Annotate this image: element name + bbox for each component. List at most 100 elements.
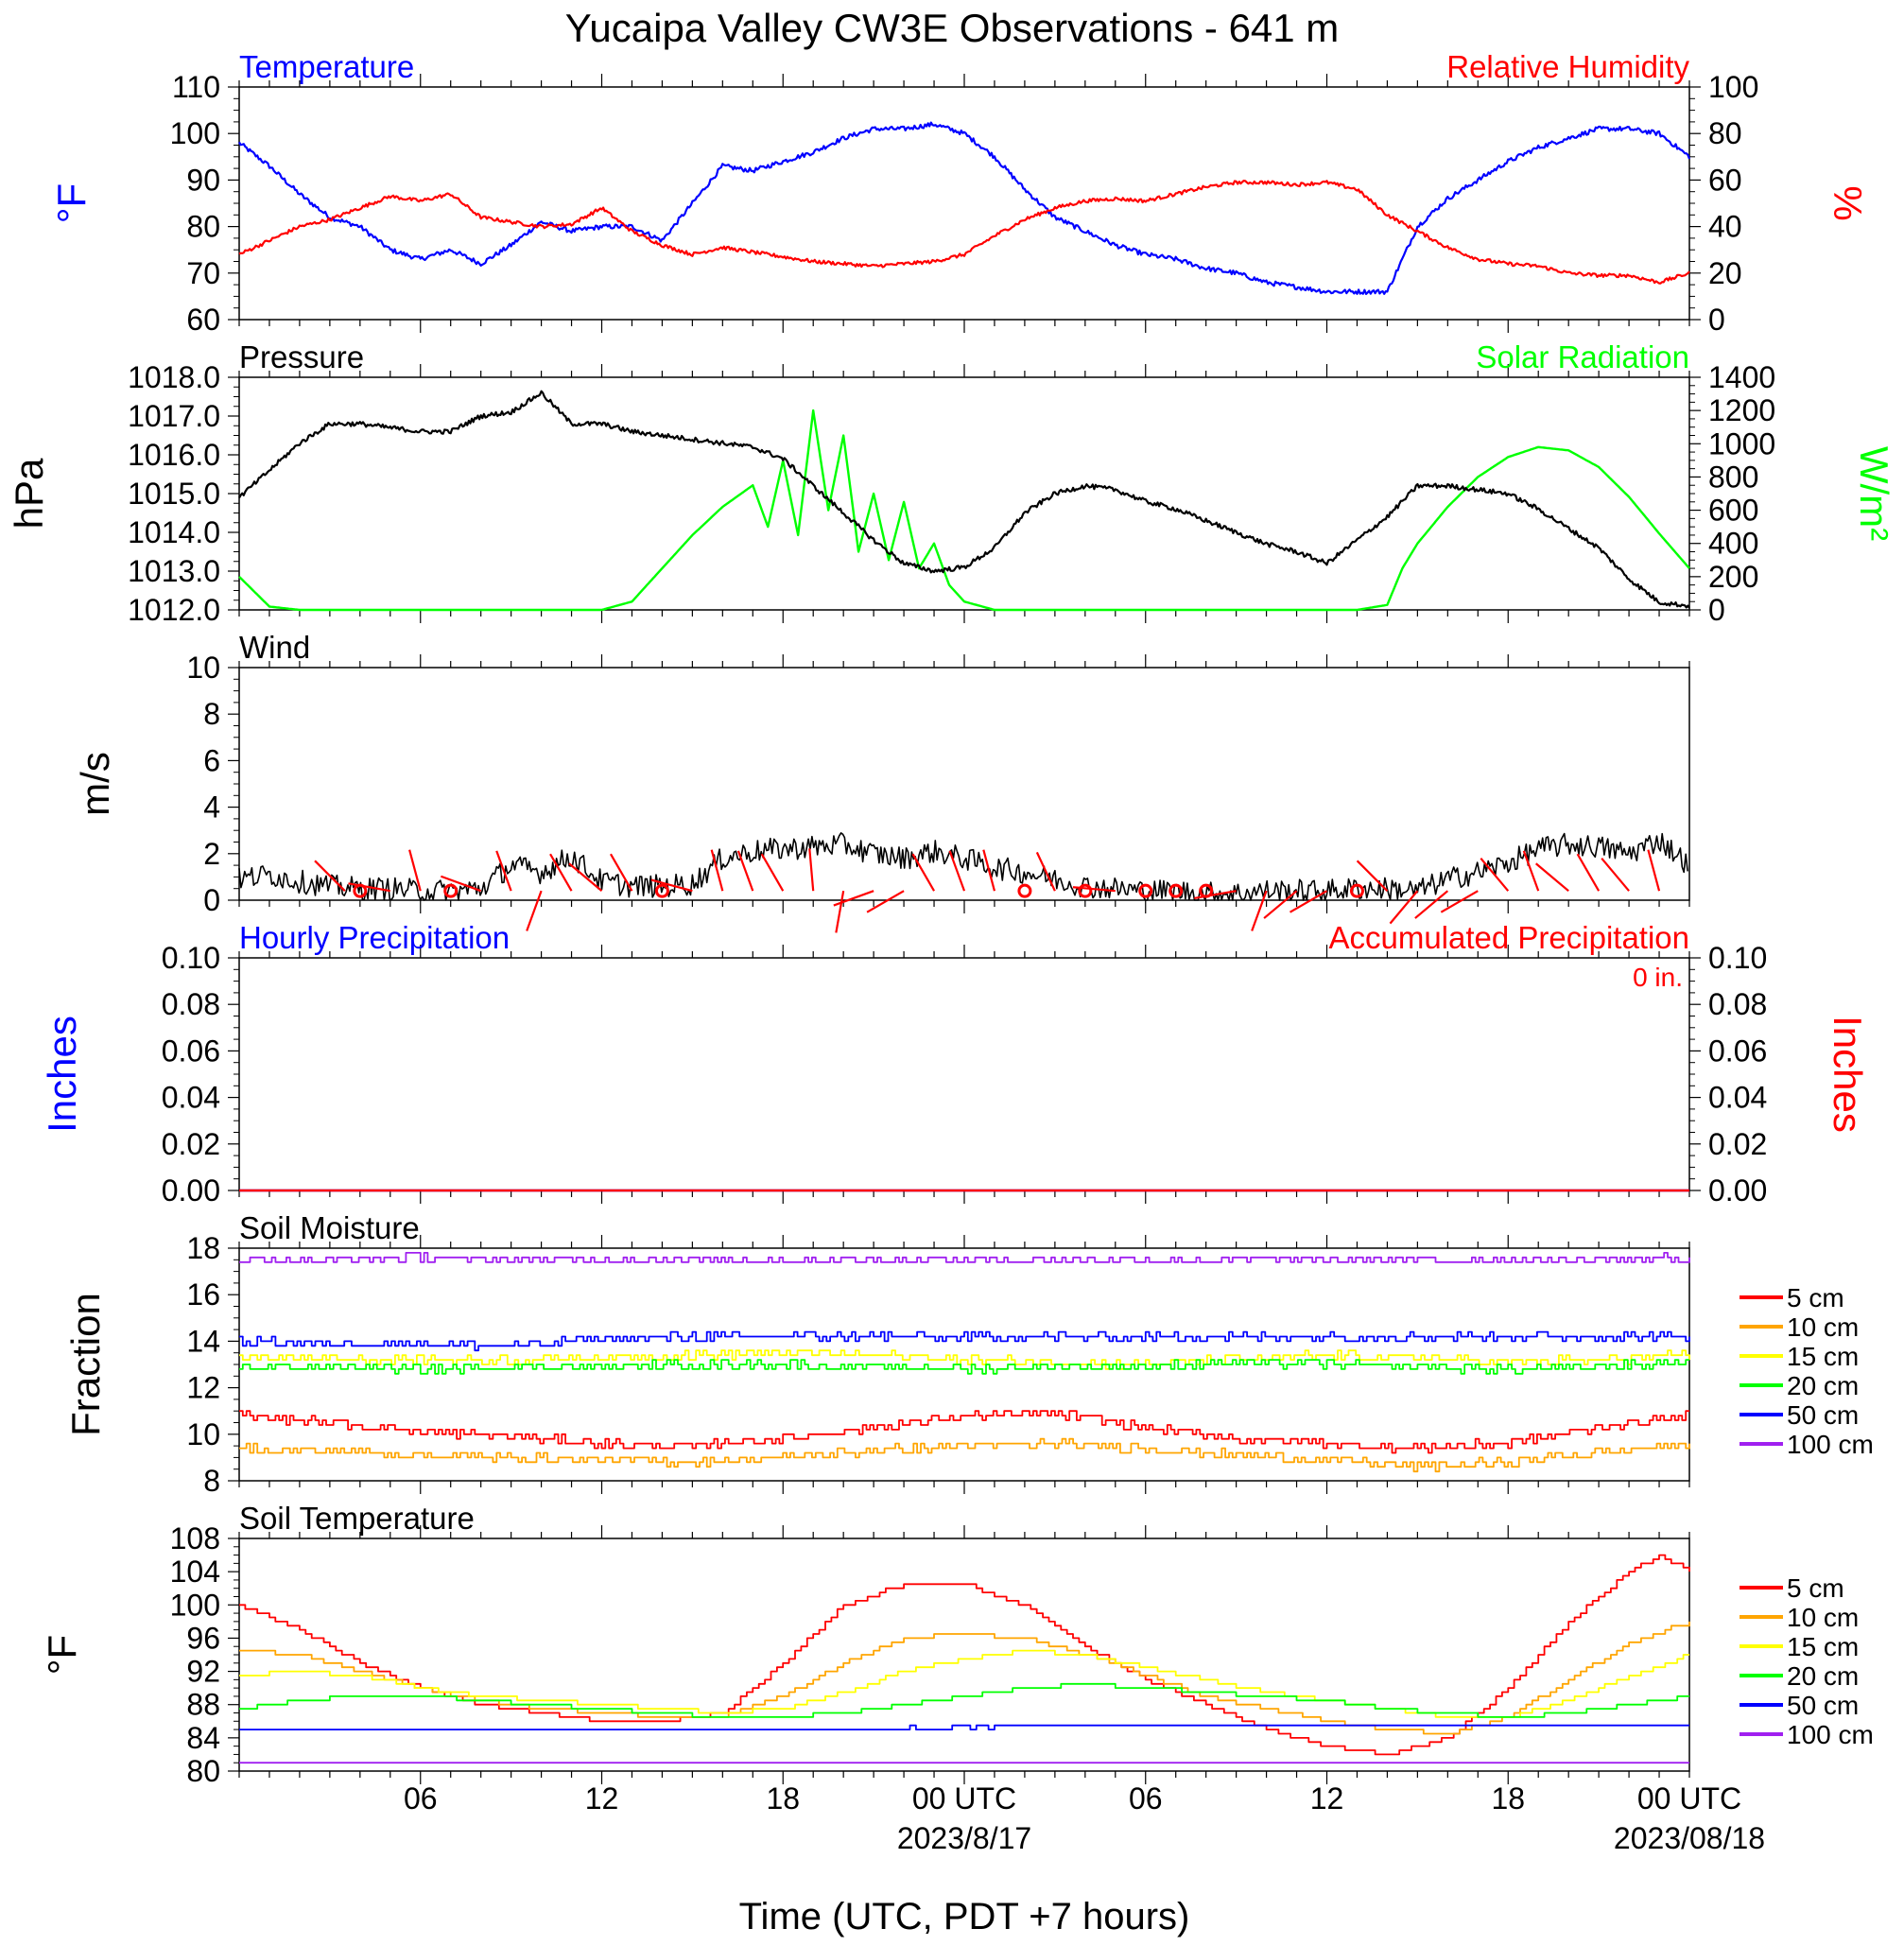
y-tick-label: 80: [1708, 116, 1742, 150]
series-temperature: [238, 121, 1691, 295]
wind-barb: [1522, 850, 1540, 892]
y-tick-label: 100: [1708, 70, 1758, 104]
y-tick-label: 12: [186, 1371, 220, 1405]
legend-label: 50 cm: [1787, 1691, 1859, 1720]
panel-temp-rh: Temperature Relative Humidity 60 70 80 90 100 1…: [49, 49, 1870, 337]
wind-barb: [549, 853, 573, 892]
y-tick-label: 100: [170, 116, 220, 150]
y-tick-label: 40: [1708, 210, 1742, 244]
y-tick-label: 1018.0: [128, 360, 220, 394]
y-tick-label: 1014.0: [128, 515, 220, 549]
wind-barb: [736, 850, 754, 892]
y-tick-label: 1000: [1708, 426, 1775, 460]
y-tick-label: 8: [203, 697, 220, 731]
x-tick-label: 00 UTC: [912, 1781, 1016, 1816]
y-tick-label: 0.06: [1708, 1034, 1767, 1068]
y-tick-label: 0.10: [162, 941, 220, 975]
series-5-cm: [239, 1554, 1690, 1756]
legend-label: 20 cm: [1787, 1371, 1859, 1400]
accumulated-precip-annotation: 0 in.: [1633, 963, 1683, 992]
legend-label: 20 cm: [1787, 1661, 1859, 1691]
wind-barb-calm: [1078, 883, 1093, 898]
y-tick-label: 1017.0: [128, 399, 220, 433]
y-tick-label: 8: [203, 1464, 220, 1498]
y-tick-label: 96: [186, 1621, 220, 1655]
y-tick-label: 0: [1708, 593, 1725, 627]
wind-barb: [495, 850, 512, 892]
wind-barb-calm: [654, 883, 669, 898]
y-tick-label: 6: [203, 743, 220, 777]
series-50-cm: [239, 1330, 1690, 1352]
wind-barb: [866, 890, 905, 913]
panel-right-title: Accumulated Precipitation: [1328, 920, 1689, 955]
wind-barb: [348, 882, 390, 893]
wind-barb-calm: [1168, 883, 1184, 898]
wind-barb: [650, 878, 693, 893]
y-tick-label: 0.00: [162, 1173, 220, 1208]
series-20-cm: [239, 1682, 1689, 1718]
series-pressure: [238, 390, 1690, 609]
panel-left-title: Soil Temperature: [239, 1501, 475, 1536]
y-tick-label: 80: [186, 1754, 220, 1788]
y-tick-label: 20: [1708, 256, 1742, 290]
y-tick-label: 400: [1708, 527, 1758, 561]
wind-barb-calm: [1138, 883, 1153, 898]
y-tick-label: 18: [186, 1231, 220, 1265]
wind-barb: [808, 848, 815, 892]
panel-left-title: Hourly Precipitation: [239, 920, 510, 955]
y-tick-label: 1016.0: [128, 438, 220, 472]
panel-precip: Hourly Precipitation Accumulated Precipit…: [40, 920, 1870, 1208]
y-tick-label: 0.10: [1708, 941, 1767, 975]
y-tick-label: 88: [186, 1688, 220, 1722]
series-100-cm: [239, 1252, 1690, 1263]
wind-barb: [441, 875, 482, 893]
wind-barb: [610, 853, 633, 892]
x-tick-label: 18: [1491, 1781, 1525, 1816]
y-tick-label: 0: [203, 883, 220, 917]
y-axis-label-left: Inches: [40, 1016, 84, 1133]
legend-label: 15 cm: [1787, 1632, 1859, 1661]
x-tick-label: 06: [404, 1781, 438, 1816]
y-tick-label: 108: [170, 1521, 220, 1555]
panel-frame: [238, 376, 1690, 611]
y-axis-label-left: Fraction: [63, 1293, 108, 1436]
series-15-cm: [239, 1349, 1690, 1370]
wind-barb: [1534, 862, 1569, 893]
y-axis-label-right: Inches: [1826, 1016, 1870, 1133]
y-tick-label: 0.00: [1708, 1173, 1767, 1208]
panel-left-title: Pressure: [239, 339, 364, 374]
panel-frame: [238, 1538, 1690, 1772]
x-axis: 06 12 18 00 UTC 06 12 18 00 UTC 2023/8/17 2023/08…: [404, 1781, 1765, 1855]
wind-barb-calm: [1349, 883, 1364, 898]
wind-barb: [1480, 857, 1510, 892]
y-axis-label-right: W/m²: [1852, 446, 1896, 541]
y-tick-label: 1013.0: [128, 554, 220, 588]
series-wind: [238, 832, 1688, 901]
wind-barb: [833, 890, 874, 907]
wind-barb: [1194, 890, 1237, 900]
wind-barb: [710, 849, 724, 892]
panel-pressure-solar: Pressure Solar Radiation 1012.0 1013.0 1014.…: [7, 339, 1896, 627]
y-tick-label: 70: [186, 256, 220, 290]
y-tick-label: 60: [1708, 163, 1742, 197]
panel-right-title: Relative Humidity: [1446, 49, 1689, 84]
x-tick-label: 00 UTC: [1637, 1781, 1741, 1816]
series-10-cm: [239, 1437, 1690, 1473]
series-50-cm: [239, 1724, 1689, 1730]
y-tick-label: 84: [186, 1721, 220, 1755]
wind-barb: [1072, 886, 1116, 893]
wind-barb: [1576, 853, 1601, 892]
wind-barb: [314, 860, 346, 892]
panel-left-title: Wind: [239, 630, 310, 665]
y-tick-label: 0.04: [162, 1081, 220, 1115]
x-date-label: 2023/8/17: [897, 1821, 1031, 1855]
wind-barb: [1647, 849, 1661, 892]
wind-barb-calm: [443, 883, 459, 898]
series-solar-radiation: [238, 408, 1690, 612]
wind-barb: [526, 890, 543, 931]
legend-label: 5 cm: [1787, 1283, 1844, 1312]
